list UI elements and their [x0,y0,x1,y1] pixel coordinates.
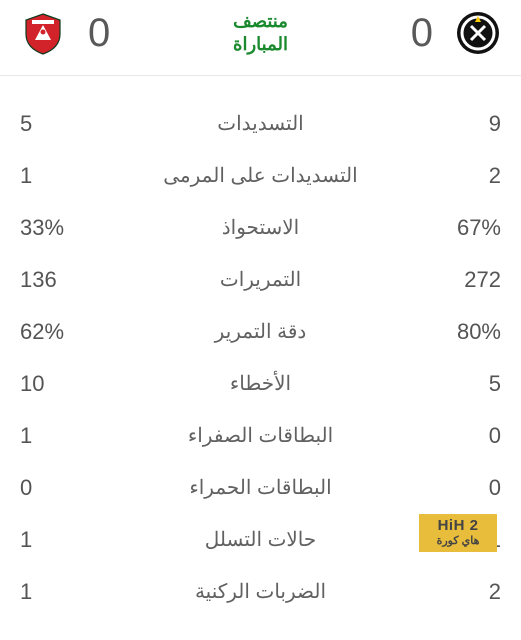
stat-left-value: 0 [20,475,92,501]
stat-left-value: 1 [20,579,92,605]
stat-right-value: 5 [429,371,501,397]
right-team-logo-icon [455,10,501,56]
stat-left-value: 1 [20,527,92,553]
stat-left-value: 33% [20,215,92,241]
left-team-block: 0 [20,10,110,56]
stat-label: البطاقات الصفراء [92,423,429,448]
left-score: 0 [88,11,110,56]
stat-row: 33%الاستحواذ67% [20,202,501,254]
stat-label: حالات التسلل [92,527,429,552]
stat-right-value: 2 [429,163,501,189]
stat-right-value: 67% [429,215,501,241]
stat-row: 10الأخطاء5 [20,358,501,410]
stat-label: التسديدات على المرمى [92,163,429,188]
stat-left-value: 5 [20,111,92,137]
stat-label: دقة التمرير [92,319,429,344]
stat-row: 5التسديدات9 [20,98,501,150]
stat-right-value: 80% [429,319,501,345]
stat-left-value: 1 [20,163,92,189]
stat-row: 0البطاقات الحمراء0 [20,462,501,514]
stat-right-value: 0 [429,475,501,501]
stat-left-value: 136 [20,267,92,293]
stat-left-value: 1 [20,423,92,449]
stat-right-value: 272 [429,267,501,293]
watermark-bottom: هاي كورة [437,535,480,548]
match-status: منتصف المباراة [233,10,288,57]
stat-row: 62%دقة التمرير80% [20,306,501,358]
stat-label: التمريرات [92,267,429,292]
stat-row: 1البطاقات الصفراء0 [20,410,501,462]
stat-row: 1الضربات الركنية2 [20,566,501,618]
status-line-1: منتصف [233,10,288,33]
stat-label: البطاقات الحمراء [92,475,429,500]
left-team-logo-icon [20,10,66,56]
stat-right-value: 0 [429,423,501,449]
stat-right-value: 9 [429,111,501,137]
status-line-2: المباراة [233,33,288,56]
stat-label: الاستحواذ [92,215,429,240]
watermark-top: HiH 2 [438,517,479,535]
stat-row: 1التسديدات على المرمى2 [20,150,501,202]
watermark-badge: HiH 2 هاي كورة [419,514,497,552]
stat-right-value: 2 [429,579,501,605]
stat-label: الضربات الركنية [92,579,429,604]
stat-label: التسديدات [92,111,429,136]
stat-left-value: 62% [20,319,92,345]
stat-row: 136التمريرات272 [20,254,501,306]
stat-label: الأخطاء [92,371,429,396]
right-score: 0 [411,11,433,56]
right-team-block: 0 [411,10,501,56]
match-header: 0 منتصف المباراة 0 [0,0,521,76]
stat-left-value: 10 [20,371,92,397]
